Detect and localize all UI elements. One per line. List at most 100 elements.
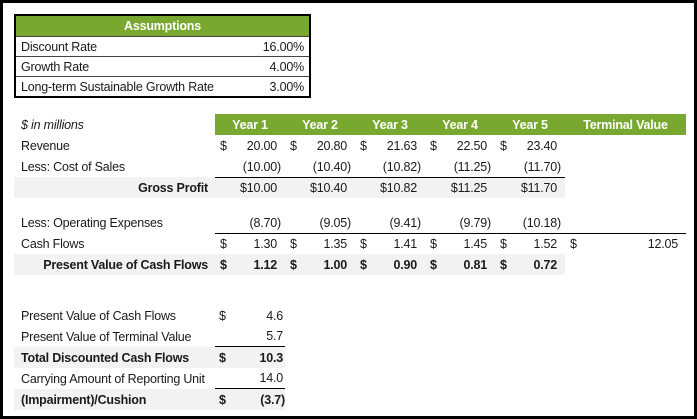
revenue-terminal-cell-empty xyxy=(565,135,686,156)
pv-year3-cell: $0.90 xyxy=(355,254,425,275)
revenue-year3-cell: $21.63 xyxy=(355,135,425,156)
row-label-operating-expenses: Less: Operating Expenses xyxy=(21,215,163,230)
cell-value: 23.40 xyxy=(526,138,557,153)
valuation-summary-table: Present Value of Cash Flows $ 4.6 Presen… xyxy=(14,305,285,410)
assumption-label: Growth Rate xyxy=(21,59,89,74)
row-label-gross-profit: Gross Profit xyxy=(14,177,215,198)
assumption-label: Long-term Sustainable Growth Rate xyxy=(21,79,214,94)
summary-label-impairment-cushion: (Impairment)/Cushion xyxy=(14,389,215,410)
assumption-value: 4.00% xyxy=(269,59,305,74)
dollar-sign: $ xyxy=(290,237,297,251)
cell-value: 1.00 xyxy=(323,257,347,272)
summary-value: 4.6 xyxy=(266,308,283,323)
cell-value: 1.12 xyxy=(253,257,277,272)
opex-year2-cell: (9.05) xyxy=(319,215,352,230)
opex-year5-cell: (10.18) xyxy=(522,215,561,230)
cash-flows-year3-cell: $1.41 xyxy=(355,233,425,254)
gross-profit-year3-cell: $10.82 xyxy=(355,177,425,198)
column-header-year1: Year 1 xyxy=(215,114,285,135)
summary-label-total-discounted-cash-flows: Total Discounted Cash Flows xyxy=(14,347,215,368)
pv-terminal-cell-empty xyxy=(565,254,686,275)
assumption-value: 3.00% xyxy=(269,79,305,94)
assumptions-box: Assumptions Discount Rate 16.00% Growth … xyxy=(14,14,311,98)
dollar-sign: $ xyxy=(360,237,367,251)
dollar-sign: $ xyxy=(220,257,227,272)
cost-year2-cell: (10.40) xyxy=(312,159,351,174)
cell-value: 1.30 xyxy=(253,237,277,251)
cell-value: 21.63 xyxy=(386,138,417,153)
assumption-label: Discount Rate xyxy=(21,39,97,54)
cash-flows-year4-cell: $1.45 xyxy=(425,233,495,254)
summary-label-pv-cash-flows: Present Value of Cash Flows xyxy=(21,308,176,323)
summary-value: 14.0 xyxy=(235,368,285,389)
cost-terminal-cell-empty xyxy=(565,156,686,177)
summary-currency xyxy=(215,368,235,389)
dollar-sign: $ xyxy=(290,138,297,153)
assumption-row-growth-rate: Growth Rate 4.00% xyxy=(16,56,309,76)
cell-value: 22.50 xyxy=(456,138,487,153)
revenue-year5-cell: $23.40 xyxy=(495,135,565,156)
summary-label-carrying-amount: Carrying Amount of Reporting Unit xyxy=(21,371,205,386)
revenue-year4-cell: $22.50 xyxy=(425,135,495,156)
opex-year1-cell: (8.70) xyxy=(249,215,282,230)
cost-year1-cell: (10.00) xyxy=(242,159,281,174)
column-header-terminal-value: Terminal Value xyxy=(565,114,686,135)
opex-terminal-cell-empty xyxy=(565,212,686,233)
cost-year3-cell: (10.82) xyxy=(382,159,421,174)
summary-currency: $ xyxy=(219,308,226,323)
gross-profit-year2-cell: $10.40 xyxy=(285,177,355,198)
cell-value: 0.72 xyxy=(533,257,557,272)
revenue-year1-cell: $20.00 xyxy=(215,135,285,156)
opex-year4-cell: (9.79) xyxy=(459,215,492,230)
cell-value: 20.00 xyxy=(246,138,277,153)
cell-value: 1.52 xyxy=(533,237,557,251)
cell-value: 1.45 xyxy=(463,237,487,251)
dollar-sign: $ xyxy=(220,138,227,153)
opex-year3-cell: (9.41) xyxy=(389,215,422,230)
spacer-row xyxy=(14,198,686,212)
column-header-year5: Year 5 xyxy=(495,114,565,135)
cash-flows-year2-cell: $1.35 xyxy=(285,233,355,254)
dollar-sign: $ xyxy=(430,257,437,272)
dollar-sign: $ xyxy=(500,257,507,272)
summary-value: 10.3 xyxy=(235,347,285,368)
dollar-sign: $ xyxy=(360,257,367,272)
gross-profit-year1-cell: $10.00 xyxy=(215,177,285,198)
gross-profit-terminal-cell-empty xyxy=(565,177,686,198)
row-label-pv-cash-flows: Present Value of Cash Flows xyxy=(14,254,215,275)
cell-value: 1.35 xyxy=(323,237,347,251)
cash-flows-year5-cell: $1.52 xyxy=(495,233,565,254)
revenue-year2-cell: $20.80 xyxy=(285,135,355,156)
dollar-sign: $ xyxy=(220,237,227,251)
column-header-year3: Year 3 xyxy=(355,114,425,135)
cell-value: 1.41 xyxy=(393,237,417,251)
dollar-sign: $ xyxy=(360,138,367,153)
row-label-cash-flows: Cash Flows xyxy=(21,236,85,251)
cell-value: 20.80 xyxy=(316,138,347,153)
cash-flows-year1-cell: $1.30 xyxy=(215,233,285,254)
dollar-sign: $ xyxy=(500,237,507,251)
summary-currency: $ xyxy=(215,347,235,368)
pv-year2-cell: $1.00 xyxy=(285,254,355,275)
pv-year1-cell: $1.12 xyxy=(215,254,285,275)
pv-year4-cell: $0.81 xyxy=(425,254,495,275)
assumptions-title: Assumptions xyxy=(16,16,309,36)
summary-value: 5.7 xyxy=(235,326,285,347)
cell-value: 0.81 xyxy=(463,257,487,272)
cell-value: 12.05 xyxy=(647,237,678,251)
dollar-sign: $ xyxy=(570,237,577,251)
dollar-sign: $ xyxy=(500,138,507,153)
summary-value: (3.7) xyxy=(235,389,285,410)
gross-profit-year4-cell: $11.25 xyxy=(425,177,495,198)
row-label-revenue: Revenue xyxy=(21,138,70,153)
dollar-sign: $ xyxy=(430,237,437,251)
cell-value: 0.90 xyxy=(393,257,417,272)
summary-label-pv-terminal-value: Present Value of Terminal Value xyxy=(21,329,192,344)
summary-currency: $ xyxy=(215,389,235,410)
summary-currency xyxy=(215,326,235,347)
gross-profit-year5-cell: $11.70 xyxy=(495,177,565,198)
assumption-row-lt-growth-rate: Long-term Sustainable Growth Rate 3.00% xyxy=(16,76,309,96)
cash-flows-terminal-cell: $12.05 xyxy=(565,233,686,254)
pv-year5-cell: $0.72 xyxy=(495,254,565,275)
